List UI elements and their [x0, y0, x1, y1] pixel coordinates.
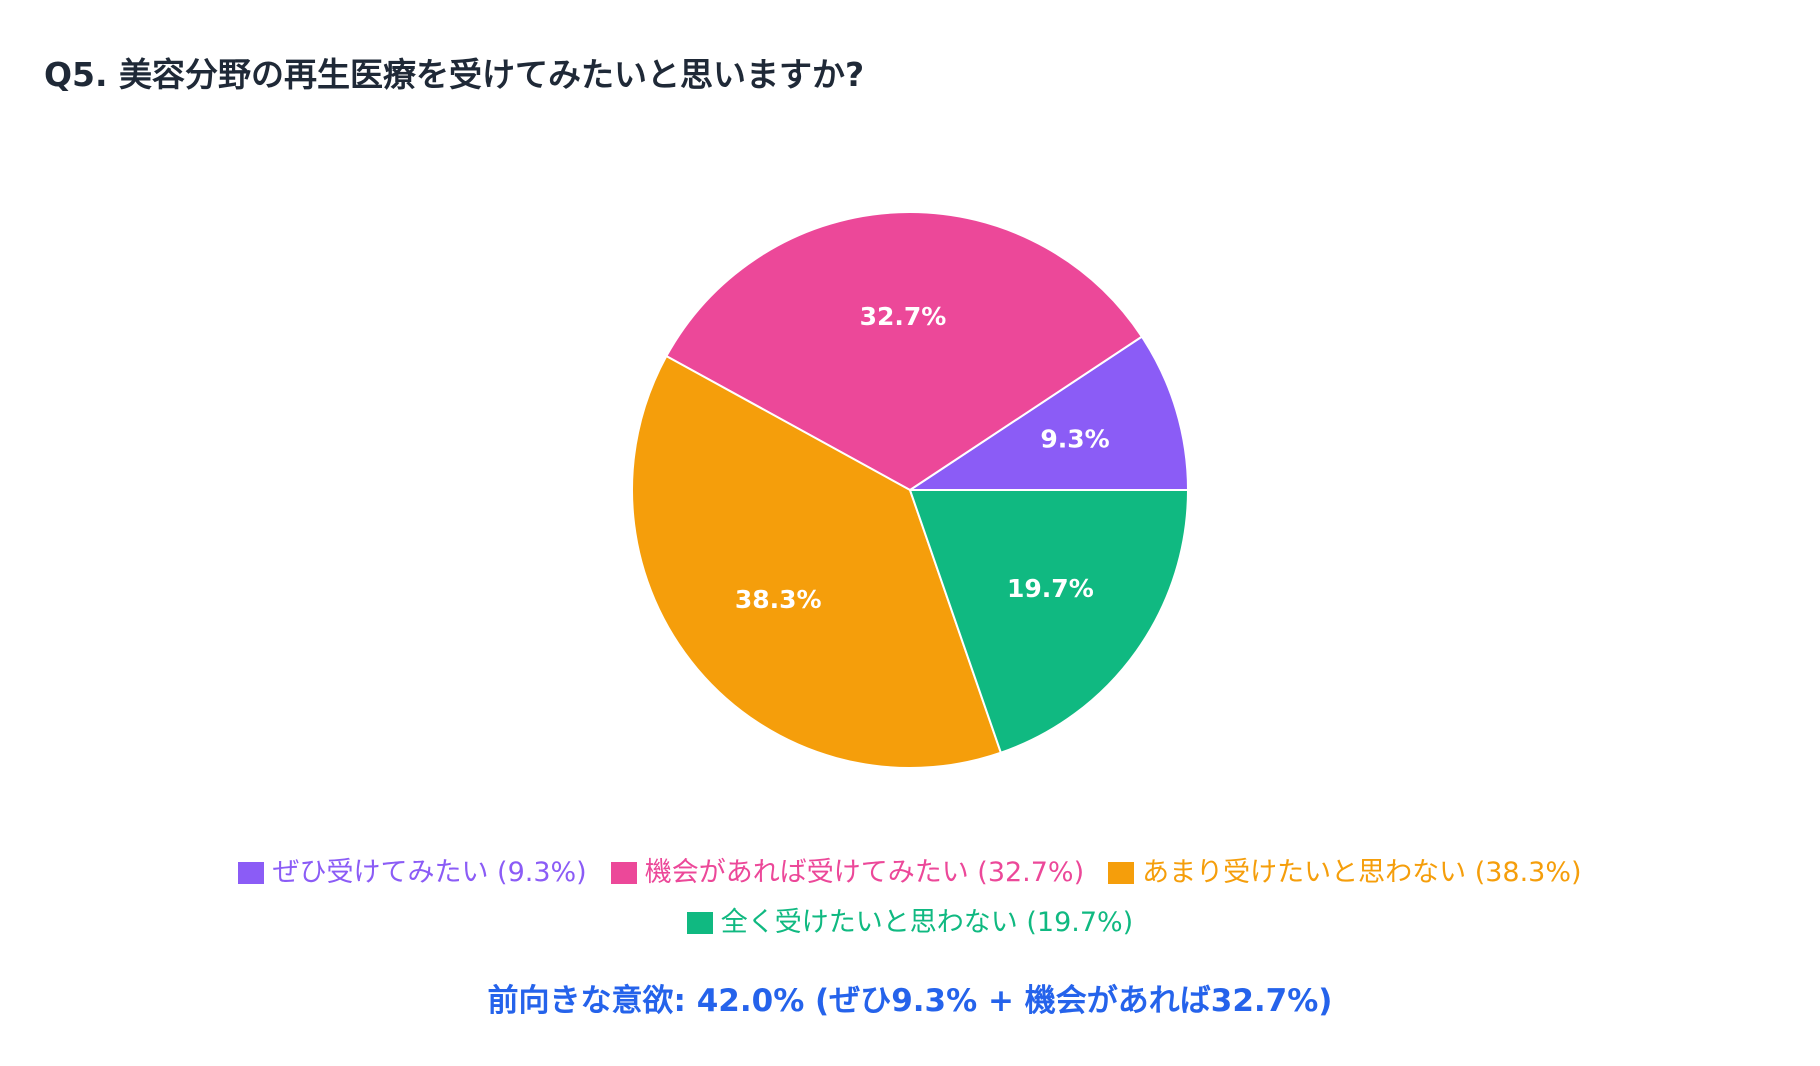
pie-slice-label-4: 19.7%: [1007, 574, 1094, 603]
pie-slice-3: [631, 354, 1003, 769]
legend-item-3: あまり受けたいと思わない (38.3%): [1108, 857, 1582, 888]
legend: ぜひ受けてみたい (9.3%) 機会があれば受けてみたい (32.7%) あまり…: [0, 858, 1820, 938]
legend-item-4: 全く受けたいと思わない (19.7%): [686, 907, 1134, 938]
legend-swatch-1: [238, 862, 265, 884]
legend-label-4: 全く受けたいと思わない (19.7%): [720, 907, 1134, 938]
legend-label-1: ぜひ受けてみたい (9.3%): [272, 857, 587, 888]
legend-label-3: あまり受けたいと思わない (38.3%): [1142, 857, 1582, 888]
pie-slice-label-2: 32.7%: [860, 302, 947, 331]
summary-text: 前向きな意欲: 42.0% (ぜひ9.3% + 機会があれば32.7%): [487, 983, 1333, 1019]
pie-slice-label-3: 38.3%: [735, 585, 822, 614]
pie-slice-1: [906, 335, 1190, 491]
legend-row-1: ぜひ受けてみたい (9.3%) 機会があれば受けてみたい (32.7%) あまり…: [0, 858, 1820, 888]
chart-title: Q5. 美容分野の再生医療を受けてみたいと思いますか?: [44, 55, 865, 94]
legend-swatch-4: [686, 912, 713, 934]
legend-row-2: 全く受けたいと思わない (19.7%): [0, 908, 1820, 938]
pie-slice-4: [908, 489, 1190, 755]
pie-slice-label-1: 9.3%: [1040, 424, 1109, 453]
legend-swatch-2: [610, 862, 637, 884]
legend-item-2: 機会があれば受けてみたい (32.7%): [610, 857, 1085, 888]
legend-label-2: 機会があれば受けてみたい (32.7%): [644, 857, 1085, 888]
legend-swatch-3: [1108, 862, 1135, 884]
pie-slices: [631, 211, 1190, 769]
legend-item-1: ぜひ受けてみたい (9.3%): [238, 857, 587, 888]
pie-labels: 9.3% 32.7% 38.3% 19.7%: [735, 302, 1110, 614]
